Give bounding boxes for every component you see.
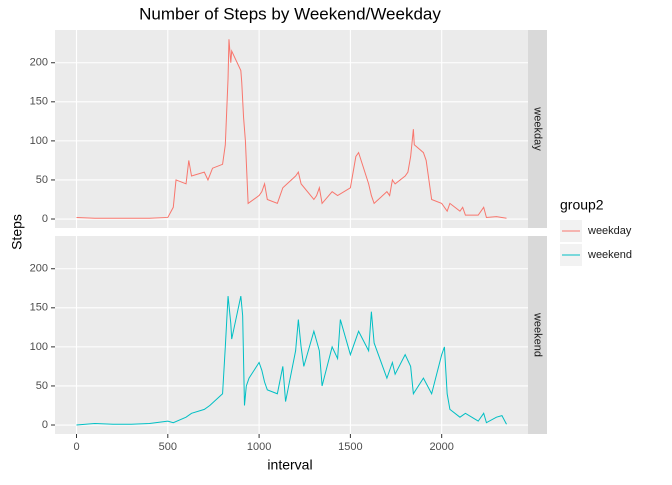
- legend-label: weekend: [587, 249, 632, 261]
- y-tick-label: 100: [30, 341, 48, 353]
- y-tick-label: 100: [30, 135, 48, 147]
- x-axis-label: interval: [267, 457, 312, 473]
- y-axis-label: Steps: [9, 214, 25, 250]
- y-tick-label: 200: [30, 263, 48, 275]
- y-tick-label: 0: [42, 419, 48, 431]
- facet-strip: [528, 30, 547, 228]
- facet-label: weekday: [532, 106, 544, 151]
- facet-strip: [528, 236, 547, 434]
- legend-label: weekday: [587, 225, 632, 237]
- y-tick-label: 150: [30, 302, 48, 314]
- panel-background: [55, 30, 528, 228]
- y-tick-label: 200: [30, 57, 48, 69]
- y-tick-label: 0: [42, 213, 48, 225]
- x-tick-label: 2000: [429, 441, 453, 453]
- chart-title: Number of Steps by Weekend/Weekday: [139, 4, 441, 23]
- x-tick-label: 500: [159, 441, 177, 453]
- facet-label: weekend: [532, 312, 544, 357]
- x-tick-label: 1500: [338, 441, 362, 453]
- series-line: [76, 39, 507, 219]
- series-line: [76, 295, 507, 426]
- panel-background: [55, 236, 528, 434]
- x-tick-label: 1000: [247, 441, 271, 453]
- legend-title: group2: [560, 197, 604, 213]
- y-tick-label: 50: [36, 174, 48, 186]
- y-tick-label: 150: [30, 96, 48, 108]
- x-tick-label: 0: [73, 441, 79, 453]
- y-tick-label: 50: [36, 380, 48, 392]
